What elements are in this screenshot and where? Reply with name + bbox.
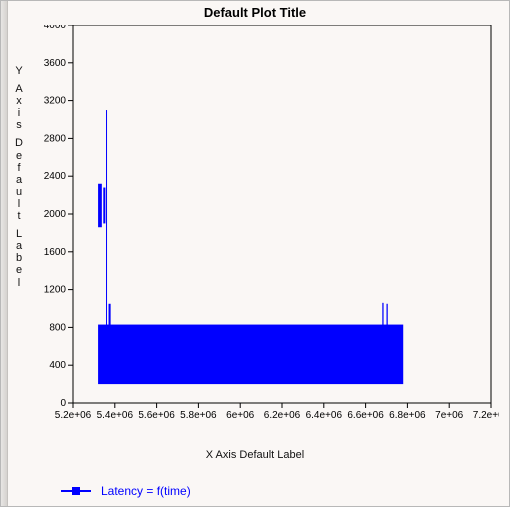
- svg-text:1600: 1600: [44, 247, 67, 258]
- svg-text:400: 400: [49, 360, 66, 371]
- y-axis-label: YAxisDefaultLabel: [13, 65, 25, 289]
- splitter-handle[interactable]: [1, 1, 8, 506]
- svg-text:5.8e+06: 5.8e+06: [180, 410, 217, 421]
- legend-swatch: [61, 490, 91, 492]
- svg-text:2400: 2400: [44, 171, 67, 182]
- svg-text:7.2e+06: 7.2e+06: [473, 410, 499, 421]
- plot-svg: 0 400 800 1200 1600 2000 2400 2800 3200 3600 4000 5…: [41, 25, 499, 439]
- svg-text:7e+06: 7e+06: [435, 410, 464, 421]
- svg-text:3600: 3600: [44, 58, 67, 69]
- plot-panel: Default Plot Title YAxisDefaultLabel 0 40…: [0, 0, 510, 507]
- plot-title: Default Plot Title: [1, 5, 509, 20]
- x-axis-label: X Axis Default Label: [1, 449, 509, 461]
- svg-text:3200: 3200: [44, 96, 67, 107]
- legend: Latency = f(time): [61, 484, 191, 498]
- svg-text:6e+06: 6e+06: [226, 410, 255, 421]
- svg-text:6.2e+06: 6.2e+06: [264, 410, 301, 421]
- svg-text:1200: 1200: [44, 285, 67, 296]
- svg-text:6.6e+06: 6.6e+06: [347, 410, 384, 421]
- svg-text:2800: 2800: [44, 133, 67, 144]
- svg-text:0: 0: [60, 398, 66, 409]
- svg-text:6.4e+06: 6.4e+06: [306, 410, 343, 421]
- svg-text:6.8e+06: 6.8e+06: [389, 410, 426, 421]
- svg-text:2000: 2000: [44, 209, 67, 220]
- legend-label: Latency = f(time): [101, 484, 191, 498]
- svg-text:800: 800: [49, 322, 66, 333]
- svg-text:5.2e+06: 5.2e+06: [55, 410, 92, 421]
- plot-area: 0 400 800 1200 1600 2000 2400 2800 3200 3600 4000 5…: [41, 25, 497, 425]
- svg-text:4000: 4000: [44, 25, 67, 31]
- svg-text:5.4e+06: 5.4e+06: [97, 410, 134, 421]
- svg-text:5.6e+06: 5.6e+06: [138, 410, 175, 421]
